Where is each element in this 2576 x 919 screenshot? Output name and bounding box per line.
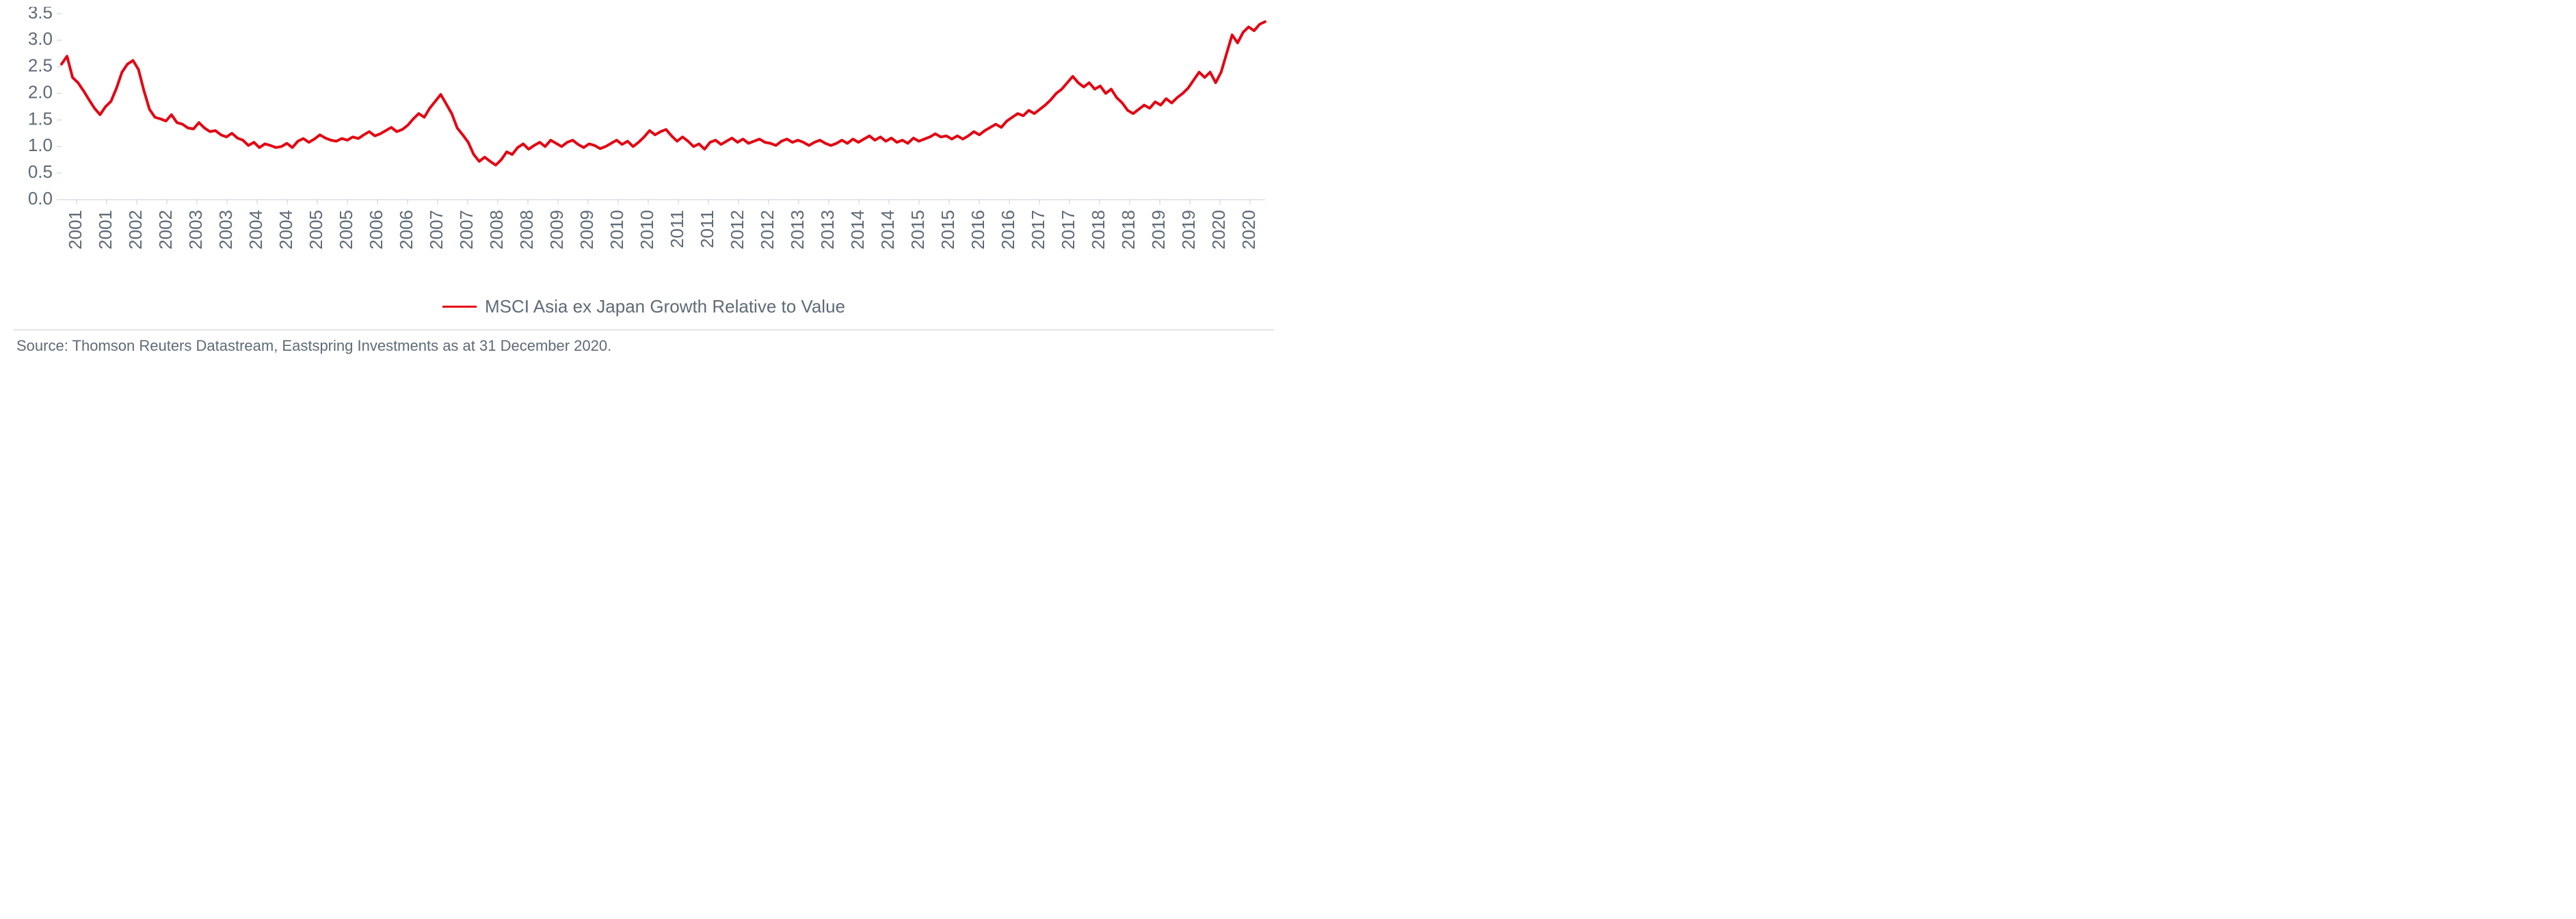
x-tick-label: 2019 — [1178, 210, 1199, 250]
x-tick-label: 2019 — [1148, 210, 1169, 250]
y-tick-label: 3.0 — [28, 29, 53, 49]
x-tick-label: 2012 — [727, 210, 747, 250]
source-text: Source: Thomson Reuters Datastream, East… — [14, 330, 1274, 364]
legend-label: MSCI Asia ex Japan Growth Relative to Va… — [485, 296, 845, 317]
x-tick-label: 2013 — [817, 210, 838, 250]
x-tick-label: 2004 — [276, 210, 296, 250]
x-tick-label: 2018 — [1118, 210, 1139, 250]
x-tick-label: 2004 — [245, 210, 266, 250]
legend-line — [442, 306, 477, 308]
x-tick-label: 2016 — [998, 210, 1018, 250]
x-tick-label: 2015 — [938, 210, 958, 250]
x-tick-label: 2009 — [546, 210, 567, 250]
x-tick-label: 2001 — [95, 210, 116, 250]
x-tick-label: 2020 — [1238, 210, 1259, 250]
y-tick-label: 0.0 — [28, 188, 53, 209]
x-tick-label: 2014 — [877, 210, 898, 250]
x-tick-label: 2001 — [65, 210, 85, 250]
x-tick-label: 2005 — [336, 210, 356, 250]
x-tick-label: 2010 — [637, 210, 657, 250]
x-tick-label: 2017 — [1058, 210, 1078, 250]
x-tick-label: 2007 — [456, 210, 477, 250]
line-chart: 0.0 0.5 1.0 1.5 2.0 2.5 3.0 3.5 2001 2001 2002 2002… — [14, 7, 1274, 280]
series-line — [62, 22, 1265, 165]
x-tick-label: 2008 — [486, 210, 507, 250]
y-tick-label: 1.0 — [28, 135, 53, 155]
chart-container: 0.0 0.5 1.0 1.5 2.0 2.5 3.0 3.5 2001 2001 2002 2002… — [0, 0, 1288, 364]
x-tick-label: 2013 — [787, 210, 808, 250]
x-tick-label: 2018 — [1088, 210, 1108, 250]
x-tick-label: 2011 — [667, 210, 687, 248]
y-tick-label: 2.0 — [28, 81, 53, 102]
x-tick-label: 2016 — [968, 210, 988, 250]
x-tick-label: 2002 — [125, 210, 146, 250]
x-tick-label: 2009 — [576, 210, 597, 250]
x-tick-label: 2015 — [907, 210, 928, 250]
x-tick-label: 2010 — [607, 210, 627, 250]
x-tick-label: 2012 — [757, 210, 778, 250]
x-tick-label: 2007 — [426, 210, 447, 250]
y-tick-label: 3.5 — [28, 7, 53, 23]
x-tick-label: 2006 — [396, 210, 416, 250]
x-tick-label: 2002 — [155, 210, 176, 250]
x-tick-label: 2011 — [697, 210, 717, 248]
x-tick-label: 2017 — [1028, 210, 1048, 250]
y-tick-label: 0.5 — [28, 161, 53, 182]
x-tick-label: 2006 — [366, 210, 386, 250]
x-tick-label: 2005 — [306, 210, 326, 250]
x-tick-label: 2008 — [516, 210, 537, 250]
y-tick-label: 2.5 — [28, 55, 53, 76]
x-tick-label: 2003 — [215, 210, 236, 250]
x-tick-label: 2020 — [1208, 210, 1229, 250]
x-tick-label: 2014 — [847, 210, 868, 250]
legend: MSCI Asia ex Japan Growth Relative to Va… — [14, 296, 1274, 317]
x-tick-label: 2003 — [185, 210, 206, 250]
y-tick-label: 1.5 — [28, 108, 53, 129]
